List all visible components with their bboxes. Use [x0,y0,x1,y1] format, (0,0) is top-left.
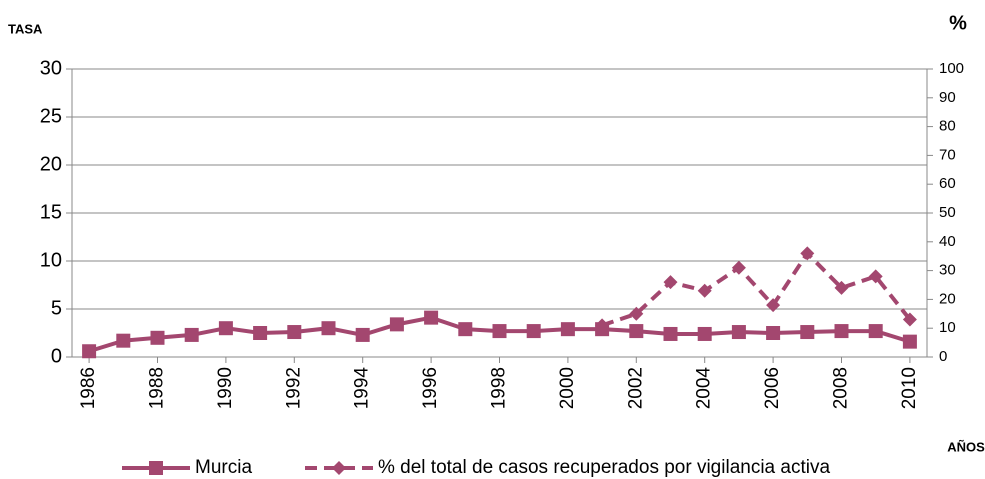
y2-tick-label: 40 [939,233,956,250]
marker [697,283,712,298]
y-axis-label: TASA [8,21,43,36]
x-tick-label: 2002 [625,367,646,409]
x-tick-label: 1986 [78,367,99,409]
marker [595,318,610,333]
x-tick-label: 2008 [831,367,852,409]
x-tick-label: 1990 [215,367,236,409]
marker [663,275,678,290]
y-tick-label: 30 [40,57,62,79]
legend-label: % del total de casos recuperados por vig… [378,457,830,478]
y2-tick-label: 0 [939,348,947,365]
marker [424,310,439,325]
y-tick-label: 0 [51,345,62,367]
x-tick-label: 1988 [147,367,168,409]
y2-tick-label: 60 [939,175,956,192]
y-tick-label: 10 [40,249,62,271]
marker [526,324,541,339]
marker [868,269,883,284]
series-line [601,250,912,328]
y2-tick-label: 50 [939,204,956,221]
marker [389,317,404,332]
marker [902,312,917,327]
marker [82,344,97,359]
y2-tick-label: 90 [939,89,956,106]
legend-marker [332,461,346,475]
marker [218,321,233,336]
x-tick-label: 2006 [762,367,783,409]
y-tick-label: 15 [40,201,62,223]
marker [731,260,746,275]
marker [800,246,815,261]
marker [629,306,644,321]
y2-tick-label: 70 [939,146,956,163]
marker [116,333,131,348]
x-tick-label: 1992 [283,367,304,409]
marker [766,298,781,313]
x-tick-label: 2010 [899,367,920,409]
y2-axis-label: % [949,12,967,34]
y2-tick-label: 30 [939,262,956,279]
marker [868,324,883,339]
x-tick-label: 1994 [352,367,373,410]
marker [800,325,815,340]
marker [355,327,370,342]
marker [629,324,644,339]
y-tick-label: 5 [51,297,62,319]
y2-tick-label: 80 [939,118,956,135]
y2-tick-label: 100 [939,60,964,77]
y-tick-label: 25 [40,105,62,127]
marker [253,326,268,340]
marker [150,330,165,345]
y2-tick-label: 20 [939,290,956,307]
marker [458,322,473,337]
legend-label: Murcia [195,457,252,478]
y-tick-label: 20 [40,153,62,175]
x-tick-label: 1998 [489,367,510,409]
marker [287,325,302,340]
marker [492,324,507,339]
marker [697,326,712,341]
marker [731,325,746,340]
marker [560,322,575,337]
marker [663,326,678,341]
marker [834,280,849,295]
x-axis-label: AÑOS [947,439,985,454]
marker [834,324,849,339]
x-tick-label: 2004 [694,367,715,410]
marker [766,326,781,340]
x-tick-label: 1996 [420,367,441,409]
y2-tick-label: 10 [939,319,956,336]
marker [902,334,917,349]
legend-marker [149,461,163,475]
x-tick-label: 2000 [557,367,578,409]
marker [184,327,199,342]
marker [321,321,336,336]
